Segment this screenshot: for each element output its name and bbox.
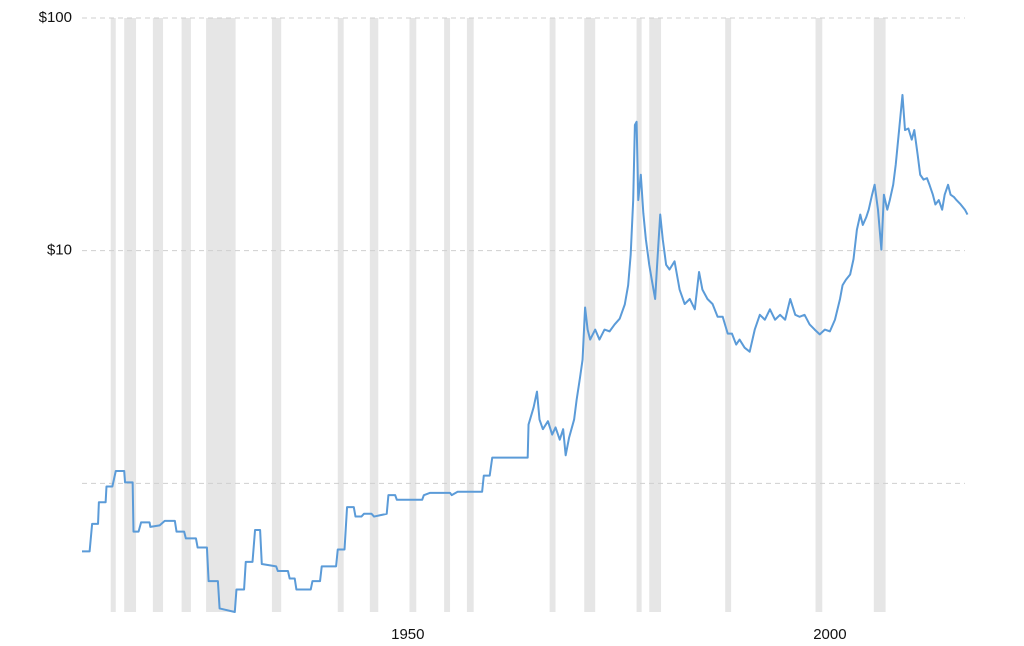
data-line <box>82 93 969 613</box>
shaded-range <box>409 18 417 612</box>
shaded-range <box>110 18 116 612</box>
shaded-range <box>271 18 282 612</box>
shaded-range <box>815 18 823 612</box>
y-tick-label: $100 <box>39 9 72 26</box>
x-tick-label: 1950 <box>391 626 424 643</box>
shaded-range <box>466 18 474 612</box>
shaded-range <box>124 18 137 612</box>
shaded-range <box>369 18 379 612</box>
shaded-range <box>873 18 886 612</box>
shaded-range <box>152 18 164 612</box>
shaded-range <box>337 18 344 612</box>
shaded-range <box>206 18 236 612</box>
shaded-range <box>725 18 732 612</box>
shaded-range <box>584 18 596 612</box>
x-tick-label: 2000 <box>813 626 846 643</box>
shaded-range <box>181 18 191 612</box>
shaded-range <box>549 18 556 612</box>
shaded-range <box>649 18 662 612</box>
y-tick-label: $10 <box>47 242 72 259</box>
shaded-range <box>636 18 642 612</box>
shaded-range <box>444 18 451 612</box>
